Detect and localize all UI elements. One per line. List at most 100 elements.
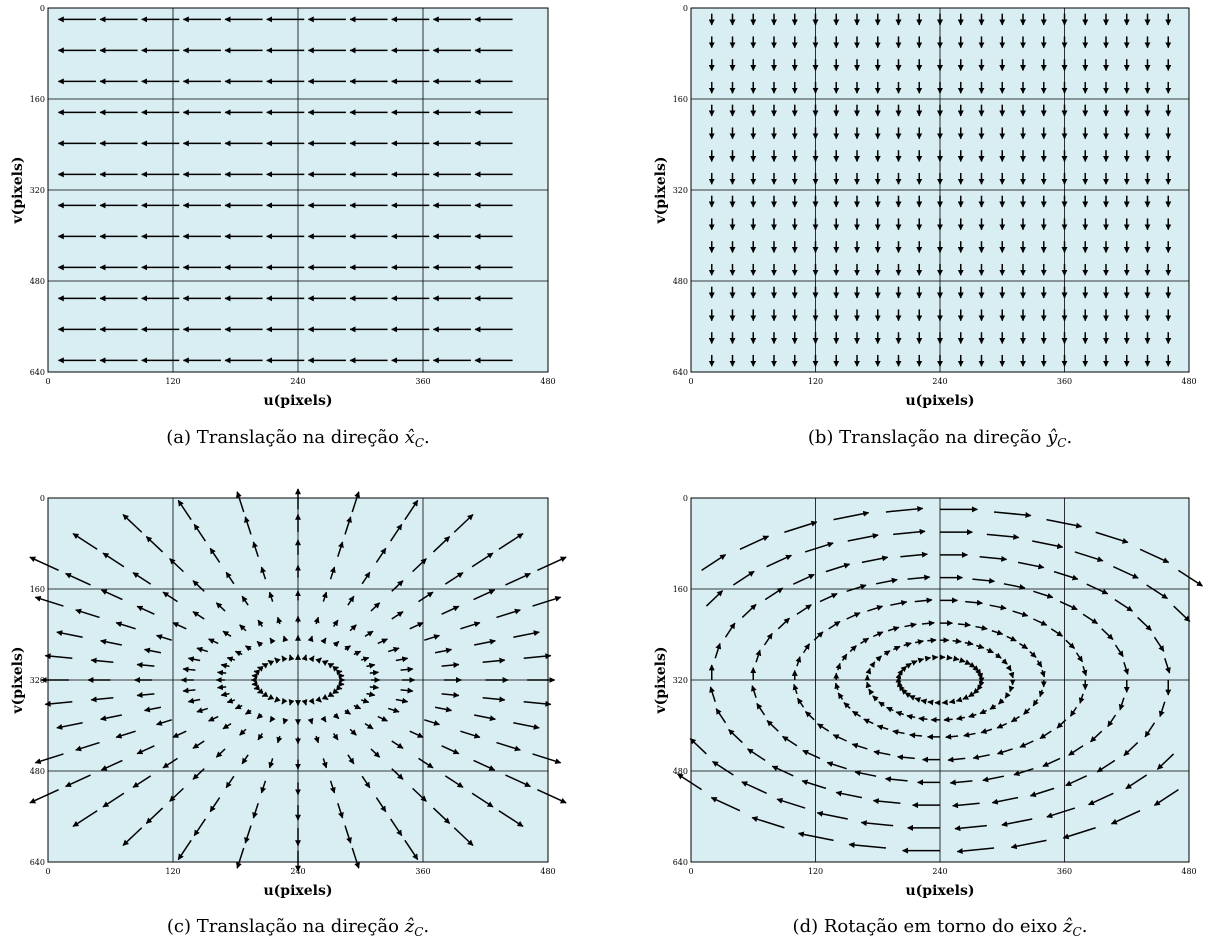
vector-arrow-d-233 bbox=[847, 533, 879, 542]
vector-arrow-d-127 bbox=[795, 656, 802, 667]
y-tick-label-d-3: 480 bbox=[673, 767, 688, 776]
vector-arrow-d-109 bbox=[1078, 693, 1085, 704]
vector-arrow-d-224 bbox=[816, 811, 848, 820]
vector-arrow-d-151 bbox=[982, 775, 1005, 783]
vector-arrow-c-39 bbox=[360, 697, 370, 704]
vector-arrow-d-262 bbox=[1139, 548, 1170, 564]
vector-arrow-d-263 bbox=[1178, 569, 1203, 587]
vector-arrow-d-57 bbox=[875, 655, 882, 662]
vector-arrow-d-82 bbox=[909, 732, 923, 739]
vector-arrow-c-212 bbox=[473, 589, 496, 601]
vector-arrow-c-210 bbox=[412, 558, 427, 573]
vector-arrow-c-57 bbox=[226, 656, 236, 663]
vector-arrow-c-261 bbox=[453, 513, 474, 533]
vector-arrow-d-213 bbox=[1137, 616, 1152, 631]
vector-arrow-d-39 bbox=[998, 698, 1005, 705]
vector-arrow-d-217 bbox=[1125, 774, 1148, 790]
vector-arrow-d-232 bbox=[804, 541, 834, 553]
vector-arrow-c-31 bbox=[321, 659, 329, 666]
vector-arrow-d-191 bbox=[835, 790, 863, 799]
vector-arrow-d-67 bbox=[986, 647, 994, 654]
vector-arrow-c-124 bbox=[143, 706, 162, 713]
vector-arrow-c-233 bbox=[193, 523, 206, 542]
y-tick-label-a-4: 640 bbox=[30, 368, 45, 377]
vector-arrow-c-14 bbox=[261, 691, 269, 698]
vector-arrow-c-37 bbox=[369, 684, 380, 691]
vector-arrow-c-8 bbox=[301, 699, 308, 706]
vector-arrow-c-181 bbox=[523, 700, 552, 707]
vector-arrow-d-86 bbox=[852, 710, 861, 718]
vector-arrow-d-91 bbox=[835, 662, 842, 671]
vector-arrow-d-252 bbox=[677, 773, 702, 791]
vector-arrow-c-213 bbox=[496, 608, 521, 619]
vector-arrow-c-237 bbox=[390, 523, 403, 542]
vector-arrow-d-124 bbox=[796, 697, 805, 708]
vector-arrow-d-137 bbox=[989, 604, 1007, 611]
ticks-b: 0 120 240 360 480 0 160 320 480 640 bbox=[673, 4, 1197, 386]
caption-b: (b) Translação na direção ŷC. bbox=[808, 427, 1072, 450]
vector-arrow-c-60 bbox=[256, 640, 264, 648]
vector-arrow-c-137 bbox=[347, 595, 355, 606]
vector-arrow-d-44 bbox=[943, 716, 953, 723]
vector-arrow-d-193 bbox=[771, 765, 794, 777]
vector-arrow-c-61 bbox=[269, 637, 276, 645]
vector-arrow-c-111 bbox=[424, 719, 441, 726]
vector-arrow-c-79 bbox=[332, 733, 339, 741]
vector-arrow-c-98 bbox=[276, 616, 283, 625]
caption-c: (c) Translação na direção ẑC. bbox=[167, 916, 429, 939]
vector-arrow-d-160 bbox=[756, 702, 766, 716]
vector-arrow-c-236 bbox=[344, 516, 352, 535]
vector-arrow-c-84 bbox=[239, 728, 247, 736]
vector-arrow-c-11 bbox=[281, 697, 288, 705]
vector-arrow-d-223 bbox=[860, 820, 894, 827]
vector-arrow-d-105 bbox=[1029, 651, 1037, 659]
vector-arrow-d-149 bbox=[1042, 757, 1061, 768]
vector-arrow-d-76 bbox=[1010, 715, 1020, 723]
vector-arrow-d-242 bbox=[1153, 789, 1179, 806]
vector-arrow-d-156 bbox=[826, 761, 847, 770]
vector-arrow-c-123 bbox=[155, 719, 172, 726]
vector-arrow-d-129 bbox=[813, 631, 824, 641]
vector-arrow-d-83 bbox=[892, 729, 905, 736]
vector-arrow-d-80 bbox=[945, 733, 959, 740]
vector-arrow-d-71 bbox=[1008, 671, 1015, 679]
vector-arrow-d-130 bbox=[828, 620, 841, 630]
vector-arrow-d-73 bbox=[1038, 689, 1045, 698]
vector-arrow-c-106 bbox=[395, 656, 409, 663]
vector-arrow-c-161 bbox=[90, 696, 114, 703]
vector-arrow-d-134 bbox=[914, 597, 933, 604]
y-axis-label-b: v(pixels) bbox=[653, 157, 669, 225]
vector-arrow-c-23 bbox=[267, 659, 275, 666]
vector-arrow-d-173 bbox=[1003, 583, 1026, 590]
vector-arrow-c-101 bbox=[332, 619, 339, 627]
vector-arrow-c-78 bbox=[349, 728, 357, 736]
vector-arrow-d-212 bbox=[1114, 598, 1133, 612]
vector-arrow-d-6 bbox=[955, 696, 963, 703]
vector-arrow-c-182 bbox=[513, 722, 540, 730]
vector-arrow-c-246 bbox=[351, 847, 360, 869]
vector-arrow-c-56 bbox=[220, 662, 230, 669]
vector-arrow-c-155 bbox=[225, 775, 235, 789]
y-tick-label-a-2: 320 bbox=[30, 186, 45, 195]
vector-arrow-c-257 bbox=[236, 491, 245, 513]
vector-arrow-c-205 bbox=[209, 547, 221, 563]
vector-arrow-d-190 bbox=[872, 798, 901, 805]
vector-arrow-c-132 bbox=[215, 602, 226, 612]
vector-arrow-c-91 bbox=[182, 666, 196, 673]
vector-arrow-d-107 bbox=[1039, 669, 1046, 678]
vector-arrow-c-143 bbox=[441, 662, 460, 669]
vector-arrow-c-192 bbox=[169, 787, 184, 802]
vector-arrow-c-30 bbox=[315, 657, 322, 664]
vector-arrow-d-161 bbox=[750, 685, 757, 699]
vector-arrow-d-152 bbox=[949, 779, 973, 786]
vector-arrow-c-225 bbox=[145, 807, 164, 824]
vector-arrow-c-152 bbox=[329, 780, 336, 794]
vector-arrow-c-110 bbox=[434, 706, 453, 713]
vector-arrow-d-48 bbox=[895, 710, 904, 717]
vector-arrow-d-170 bbox=[907, 574, 931, 581]
vector-arrow-c-129 bbox=[155, 634, 172, 641]
vector-arrow-d-202 bbox=[764, 587, 784, 601]
vector-arrow-c-147 bbox=[460, 730, 481, 739]
vector-arrow-c-4 bbox=[327, 691, 335, 698]
vector-arrow-d-142 bbox=[1075, 652, 1084, 663]
